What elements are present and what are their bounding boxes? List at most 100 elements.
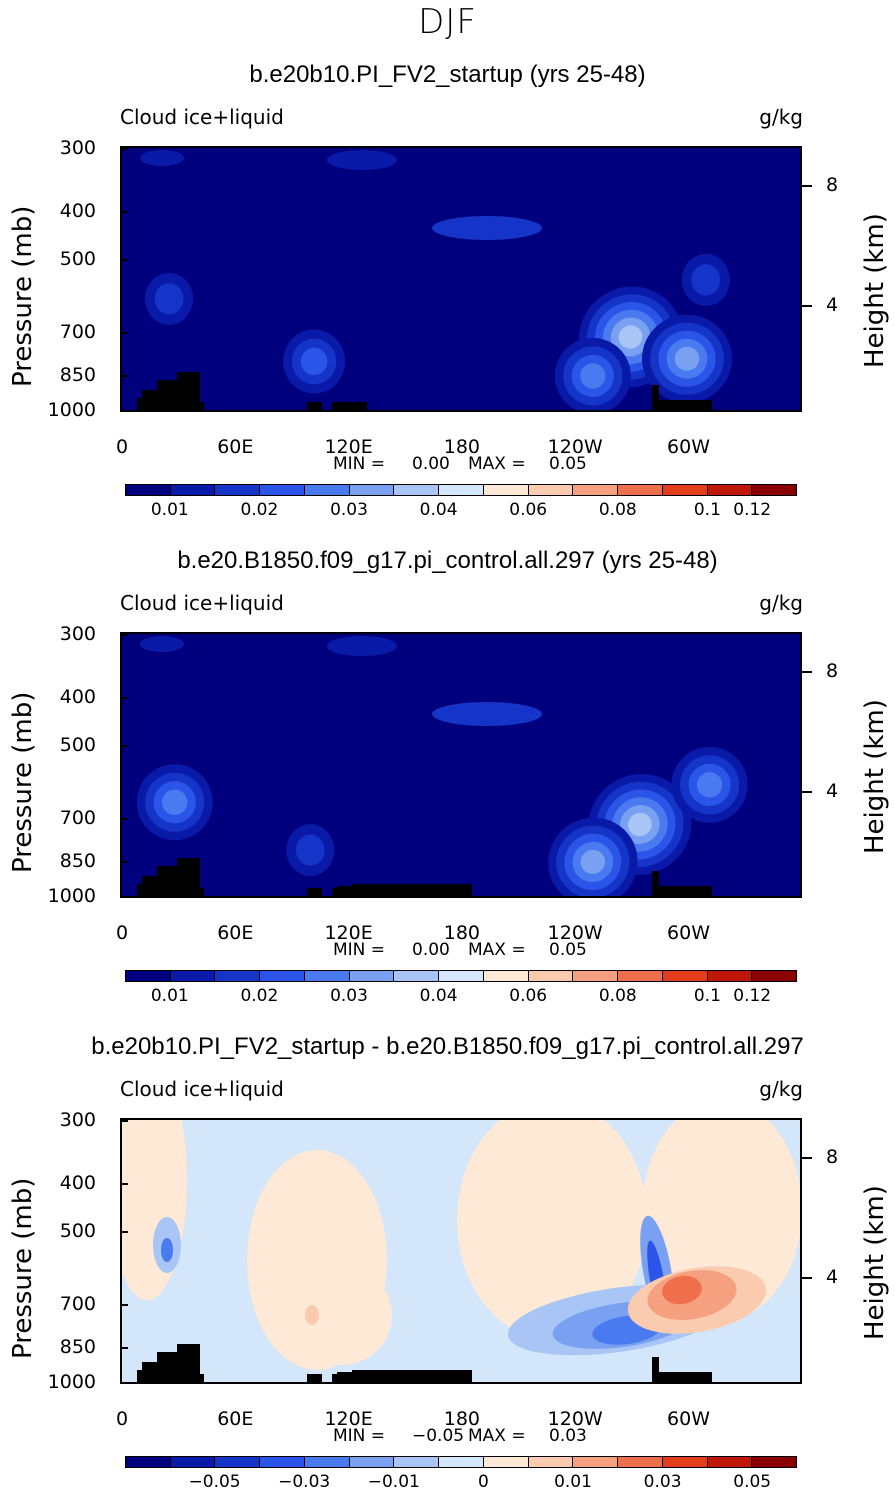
colorbar-swatch bbox=[349, 971, 395, 981]
height-axis-title: Height (km) bbox=[860, 699, 890, 854]
contour-level bbox=[432, 216, 542, 240]
units-label: g/kg bbox=[759, 1077, 803, 1101]
colorbar bbox=[125, 970, 797, 982]
topography bbox=[652, 1357, 659, 1382]
colorbar-label: 0.03 bbox=[643, 1472, 682, 1492]
topography bbox=[137, 884, 142, 896]
topography bbox=[332, 402, 367, 410]
colorbar-swatch bbox=[349, 485, 395, 495]
colorbar-label: 0.01 bbox=[554, 1472, 592, 1492]
contour-plot bbox=[120, 1118, 802, 1384]
y-tick-label: 500 bbox=[59, 734, 96, 757]
colorbar-swatch bbox=[126, 1457, 171, 1467]
colorbar-label: 0.03 bbox=[330, 500, 368, 520]
units-label: g/kg bbox=[759, 591, 803, 615]
contour-level bbox=[140, 150, 184, 166]
y-tick-label: 700 bbox=[59, 1293, 96, 1316]
colorbar-label: 0.12 bbox=[733, 986, 772, 1006]
x-tick-label: 60E bbox=[217, 922, 254, 944]
topography bbox=[177, 1344, 200, 1382]
colorbar-label: 0.08 bbox=[598, 500, 637, 520]
topography bbox=[137, 398, 142, 410]
height-tick-label: 4 bbox=[826, 1265, 839, 1288]
topography bbox=[177, 372, 200, 410]
contour-plot bbox=[120, 146, 802, 412]
colorbar-swatch bbox=[707, 1457, 753, 1467]
topography bbox=[307, 1374, 322, 1382]
colorbar-swatch bbox=[126, 971, 171, 981]
topography bbox=[142, 1362, 157, 1382]
y-tick-mark bbox=[120, 374, 128, 377]
colorbar-label: 0.08 bbox=[598, 986, 637, 1006]
y-tick-label: 500 bbox=[59, 1220, 96, 1243]
x-tick-label: 120W bbox=[547, 922, 603, 944]
stat-max-label: MAX = bbox=[468, 940, 526, 960]
colorbar-swatch bbox=[394, 485, 440, 495]
topography bbox=[142, 390, 157, 410]
colorbar-swatch bbox=[170, 971, 216, 981]
colorbar-swatch bbox=[304, 485, 350, 495]
y-tick-mark bbox=[120, 634, 128, 636]
y-tick-label: 700 bbox=[59, 807, 96, 830]
colorbar-swatch bbox=[752, 1457, 797, 1467]
y-tick-label: 1000 bbox=[47, 885, 96, 907]
y-tick-mark bbox=[120, 1231, 128, 1234]
y-tick-mark bbox=[120, 860, 128, 863]
colorbar-label: 0 bbox=[477, 1472, 489, 1492]
contour-level bbox=[327, 636, 397, 656]
contour-level bbox=[140, 636, 184, 652]
height-axis-title: Height (km) bbox=[860, 213, 890, 368]
height-tick-mark bbox=[802, 304, 812, 307]
topography bbox=[200, 1374, 204, 1382]
stat-min-value: 0.00 bbox=[412, 940, 450, 960]
x-tick-label: 120E bbox=[324, 922, 373, 944]
topography bbox=[177, 858, 200, 896]
y-tick-mark bbox=[120, 745, 128, 748]
colorbar-label: 0.01 bbox=[150, 500, 189, 520]
colorbar-swatch bbox=[528, 1457, 574, 1467]
stat-max-label: MAX = bbox=[468, 1426, 526, 1446]
y-tick-label: 400 bbox=[59, 199, 96, 222]
x-tick-label: 60E bbox=[217, 1408, 254, 1430]
stat-max-value: 0.05 bbox=[549, 454, 587, 474]
topography bbox=[352, 884, 472, 896]
colorbar-swatch bbox=[260, 1457, 305, 1467]
topography bbox=[200, 402, 204, 410]
topography bbox=[307, 888, 322, 896]
y-tick-mark bbox=[120, 1120, 128, 1122]
contour-level bbox=[662, 1275, 702, 1305]
x-tick-label: 180 bbox=[443, 1408, 481, 1430]
colorbar-swatch bbox=[170, 485, 216, 495]
height-tick-label: 8 bbox=[826, 1146, 839, 1169]
topography bbox=[157, 1352, 177, 1382]
colorbar-swatch bbox=[707, 485, 753, 495]
season-title: DJF bbox=[418, 2, 477, 42]
colorbar-swatch bbox=[126, 485, 171, 495]
x-tick-label: 60E bbox=[217, 436, 254, 458]
y-tick-mark bbox=[120, 410, 128, 412]
colorbar-swatch bbox=[483, 971, 529, 981]
colorbar-label: 0.02 bbox=[240, 986, 279, 1006]
colorbar-swatch bbox=[304, 971, 350, 981]
y-axis-title: Pressure (mb) bbox=[8, 691, 38, 873]
topography bbox=[307, 402, 322, 410]
y-tick-label: 700 bbox=[59, 321, 96, 344]
contour-level bbox=[300, 347, 328, 376]
contour-level bbox=[696, 772, 723, 798]
y-tick-mark bbox=[120, 1304, 128, 1307]
colorbar-swatch bbox=[260, 485, 305, 495]
colorbar-swatch bbox=[752, 485, 797, 495]
stat-min-label: MIN = bbox=[333, 454, 386, 474]
variable-label: Cloud ice+liquid bbox=[120, 105, 284, 129]
height-tick-mark bbox=[802, 671, 812, 674]
colorbar-label: 0.01 bbox=[150, 986, 189, 1006]
contour-level bbox=[327, 150, 397, 170]
height-tick-label: 4 bbox=[826, 779, 839, 802]
x-tick-label: 60W bbox=[667, 922, 710, 944]
stat-min-label: MIN = bbox=[333, 940, 386, 960]
colorbar-swatch bbox=[349, 1457, 395, 1467]
contour-level bbox=[161, 1238, 173, 1262]
y-tick-mark bbox=[120, 818, 128, 821]
colorbar-label: −0.05 bbox=[188, 1472, 241, 1492]
colorbar-swatch bbox=[707, 971, 753, 981]
